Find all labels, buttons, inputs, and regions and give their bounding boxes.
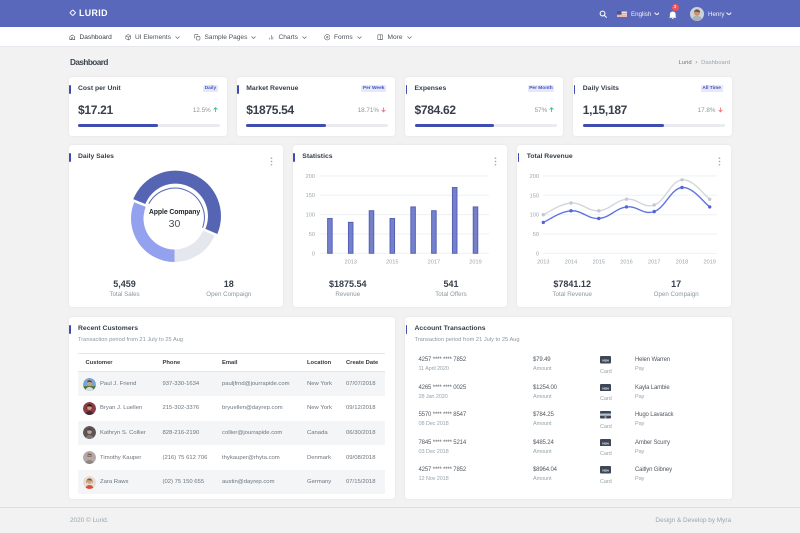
svg-text:2016: 2016 [620, 260, 632, 266]
svg-text:200: 200 [305, 174, 314, 180]
svg-text:2018: 2018 [676, 260, 688, 266]
svg-text:2014: 2014 [565, 260, 577, 266]
svg-text:2013: 2013 [344, 260, 356, 266]
svg-text:150: 150 [530, 193, 539, 199]
svg-text:50: 50 [309, 232, 315, 238]
svg-text:Apple Company: Apple Company [148, 209, 199, 216]
svg-text:200: 200 [530, 174, 539, 180]
svg-text:2017: 2017 [648, 260, 660, 266]
svg-text:2019: 2019 [469, 260, 481, 266]
svg-text:VISA: VISA [602, 386, 609, 390]
svg-text:VISA: VISA [602, 358, 609, 362]
svg-text:VISA: VISA [602, 441, 609, 445]
svg-text:2013: 2013 [537, 260, 549, 266]
svg-text:0: 0 [312, 251, 315, 257]
svg-text:150: 150 [305, 193, 314, 199]
svg-text:100: 100 [530, 213, 539, 219]
svg-text:VISA: VISA [602, 468, 609, 472]
svg-text:2015: 2015 [593, 260, 605, 266]
svg-text:2015: 2015 [386, 260, 398, 266]
svg-text:0: 0 [536, 251, 539, 257]
svg-text:2017: 2017 [427, 260, 439, 266]
svg-text:||||: |||| [604, 417, 607, 419]
svg-text:2019: 2019 [704, 260, 716, 266]
svg-text:30: 30 [168, 218, 180, 230]
svg-text:100: 100 [305, 213, 314, 219]
svg-text:50: 50 [533, 232, 539, 238]
